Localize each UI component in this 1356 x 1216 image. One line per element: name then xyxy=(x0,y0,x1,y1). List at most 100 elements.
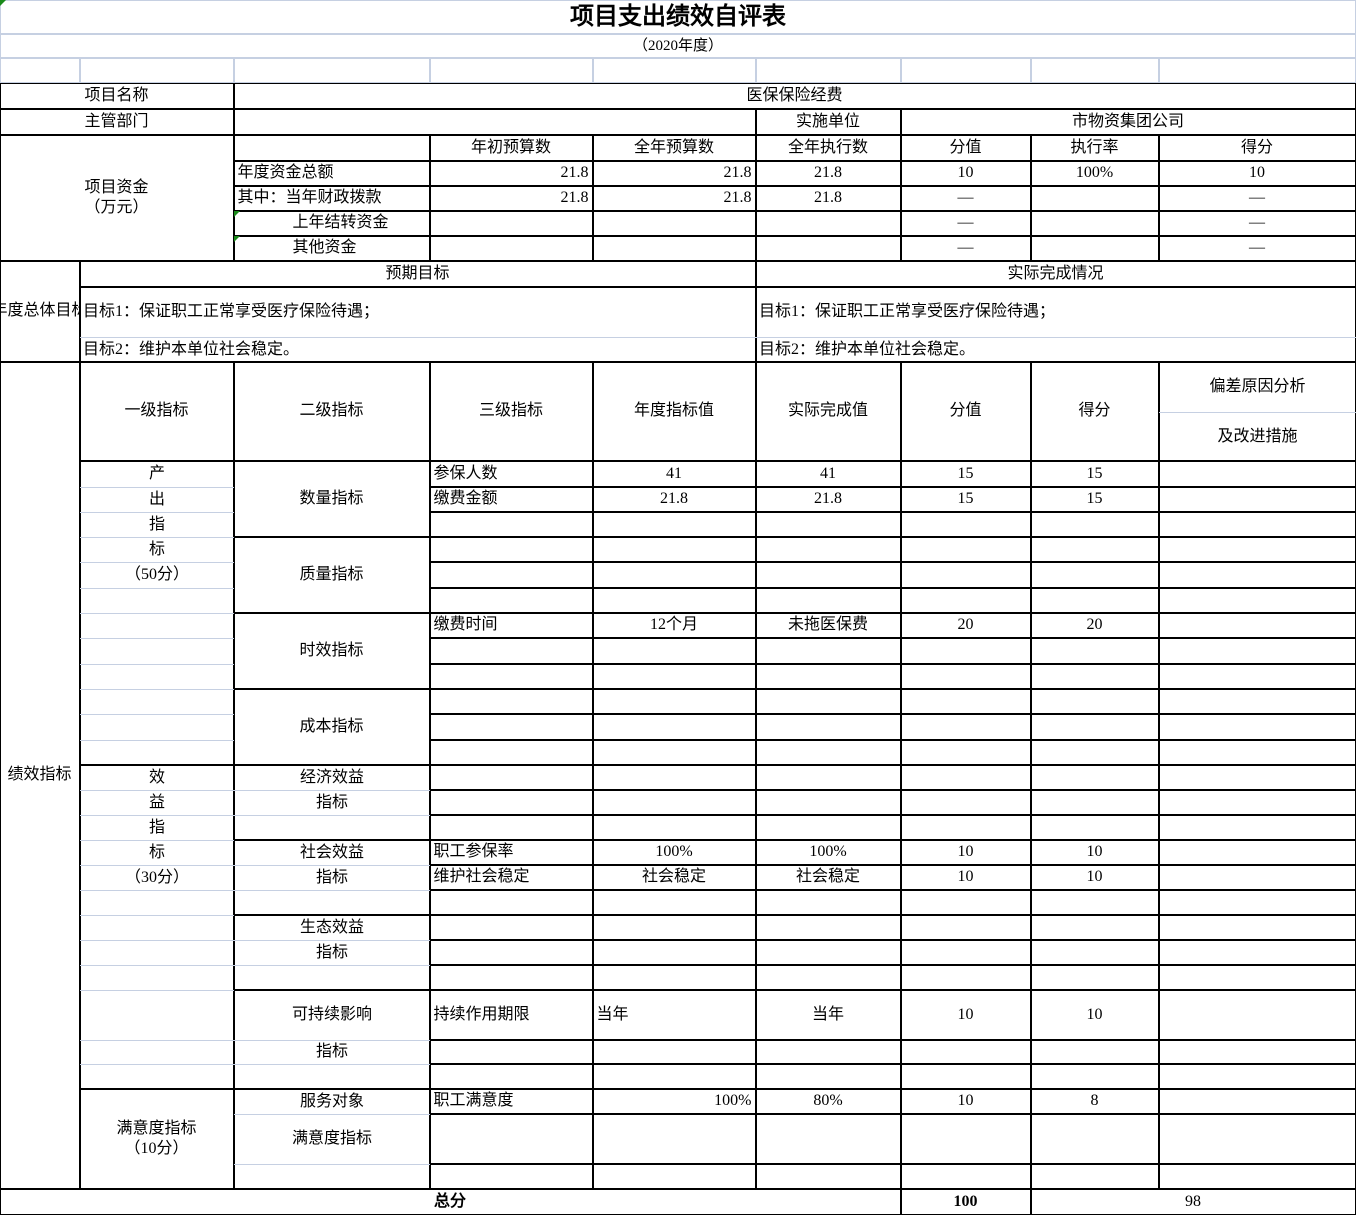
indicator-target[interactable] xyxy=(592,1063,756,1089)
funds-cell[interactable] xyxy=(592,235,756,261)
indicator-weight[interactable] xyxy=(900,1113,1031,1164)
indicator-score[interactable] xyxy=(1030,663,1159,689)
indicator-actual[interactable] xyxy=(755,814,901,840)
level2-ecological[interactable] xyxy=(233,914,430,990)
indicator-score[interactable] xyxy=(1030,1113,1159,1164)
level2-satisfaction[interactable] xyxy=(233,1088,430,1189)
indicator-actual[interactable] xyxy=(755,536,901,562)
indicator-weight[interactable] xyxy=(900,914,1031,940)
indicator-name[interactable] xyxy=(429,889,593,915)
indicator-weight[interactable]: 10 xyxy=(900,864,1031,890)
indicator-actual[interactable] xyxy=(755,1113,901,1164)
funds-cell[interactable] xyxy=(592,210,756,236)
indicator-weight[interactable] xyxy=(900,688,1031,714)
indicator-target[interactable]: 12个月 xyxy=(592,612,756,638)
empty-cell[interactable] xyxy=(756,58,901,83)
indicator-score[interactable] xyxy=(1030,536,1159,562)
funds-cell[interactable]: — xyxy=(900,185,1031,211)
indicator-note[interactable] xyxy=(1158,536,1356,562)
funds-cell[interactable]: — xyxy=(1158,185,1356,211)
indicator-target[interactable] xyxy=(592,1113,756,1164)
indicator-actual[interactable] xyxy=(755,688,901,714)
indicator-note[interactable] xyxy=(1158,964,1356,990)
indicator-weight[interactable]: 10 xyxy=(900,1088,1031,1114)
indicator-score[interactable] xyxy=(1030,764,1159,790)
indicator-name[interactable]: 持续作用期限 xyxy=(429,989,593,1040)
empty-cell[interactable] xyxy=(593,58,756,83)
indicator-name[interactable] xyxy=(429,663,593,689)
indicator-note[interactable] xyxy=(1158,864,1356,890)
indicator-target[interactable]: 当年 xyxy=(592,989,756,1040)
indicator-score[interactable]: 15 xyxy=(1030,486,1159,512)
indicator-target[interactable] xyxy=(592,814,756,840)
indicator-name[interactable] xyxy=(429,511,593,537)
indicator-target[interactable] xyxy=(592,764,756,790)
indicator-weight[interactable] xyxy=(900,964,1031,990)
indicator-score[interactable] xyxy=(1030,587,1159,613)
indicator-name[interactable] xyxy=(429,914,593,940)
indicator-weight[interactable] xyxy=(900,536,1031,562)
funds-cell[interactable] xyxy=(1030,210,1159,236)
indicator-actual[interactable] xyxy=(755,663,901,689)
funds-cell[interactable]: — xyxy=(1158,235,1356,261)
indicator-name[interactable] xyxy=(429,561,593,588)
indicator-note[interactable] xyxy=(1158,989,1356,1040)
indicator-weight[interactable] xyxy=(900,814,1031,840)
project-name-value[interactable]: 医保保险经费 xyxy=(233,82,1356,109)
indicator-weight[interactable] xyxy=(900,939,1031,965)
indicator-note[interactable] xyxy=(1158,511,1356,537)
indicator-note[interactable] xyxy=(1158,764,1356,790)
indicator-name[interactable] xyxy=(429,637,593,664)
indicator-note[interactable] xyxy=(1158,486,1356,512)
indicator-name[interactable] xyxy=(429,1113,593,1164)
indicator-score[interactable] xyxy=(1030,1163,1159,1189)
empty-cell[interactable] xyxy=(1031,58,1159,83)
indicator-weight[interactable] xyxy=(900,1063,1031,1089)
indicator-score[interactable] xyxy=(1030,637,1159,664)
funds-cell[interactable]: — xyxy=(900,210,1031,236)
indicator-target[interactable] xyxy=(592,1163,756,1189)
indicator-actual[interactable] xyxy=(755,713,901,740)
indicator-actual[interactable]: 100% xyxy=(755,839,901,865)
indicator-name[interactable] xyxy=(429,713,593,740)
indicator-note[interactable] xyxy=(1158,914,1356,940)
indicator-note[interactable] xyxy=(1158,839,1356,865)
indicator-name[interactable]: 缴费时间 xyxy=(429,612,593,638)
indicator-note[interactable] xyxy=(1158,1063,1356,1089)
indicator-actual[interactable]: 未拖医保费 xyxy=(755,612,901,638)
indicator-actual[interactable]: 41 xyxy=(755,460,901,487)
indicator-note[interactable] xyxy=(1158,460,1356,487)
indicator-target[interactable] xyxy=(592,1039,756,1064)
indicator-score[interactable] xyxy=(1030,739,1159,765)
funds-cell[interactable]: 21.8 xyxy=(429,160,593,186)
funds-cell[interactable]: 21.8 xyxy=(592,160,756,186)
funds-cell[interactable]: 21.8 xyxy=(755,185,901,211)
indicator-actual[interactable] xyxy=(755,889,901,915)
indicator-score[interactable] xyxy=(1030,511,1159,537)
indicator-actual[interactable] xyxy=(755,739,901,765)
indicator-name[interactable] xyxy=(429,739,593,765)
indicator-actual[interactable] xyxy=(755,561,901,588)
indicator-target[interactable] xyxy=(592,637,756,664)
empty-cell[interactable] xyxy=(234,58,430,83)
indicator-weight[interactable]: 20 xyxy=(900,612,1031,638)
impl-unit-value[interactable]: 市物资集团公司 xyxy=(900,108,1356,135)
indicator-note[interactable] xyxy=(1158,1163,1356,1189)
indicator-actual[interactable]: 当年 xyxy=(755,989,901,1040)
indicator-target[interactable] xyxy=(592,536,756,562)
indicator-weight[interactable] xyxy=(900,663,1031,689)
indicator-name[interactable] xyxy=(429,814,593,840)
indicator-score[interactable] xyxy=(1030,561,1159,588)
indicator-note[interactable] xyxy=(1158,939,1356,965)
level1-output[interactable] xyxy=(79,460,234,765)
funds-header-blank[interactable] xyxy=(233,134,430,161)
funds-cell[interactable]: 21.8 xyxy=(592,185,756,211)
indicator-target[interactable] xyxy=(592,914,756,940)
indicator-score[interactable] xyxy=(1030,889,1159,915)
indicator-note[interactable] xyxy=(1158,1039,1356,1064)
indicator-name[interactable] xyxy=(429,587,593,613)
indicator-score[interactable]: 10 xyxy=(1030,839,1159,865)
level2-economic[interactable] xyxy=(233,764,430,840)
indicator-name[interactable]: 缴费金额 xyxy=(429,486,593,512)
indicator-target[interactable]: 41 xyxy=(592,460,756,487)
